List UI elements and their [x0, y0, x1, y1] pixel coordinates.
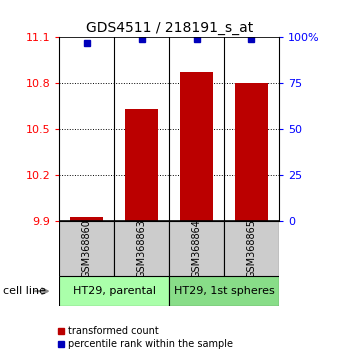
Text: GSM368865: GSM368865 — [246, 219, 256, 278]
Bar — [235, 83, 268, 221]
Title: GDS4511 / 218191_s_at: GDS4511 / 218191_s_at — [86, 21, 253, 35]
Bar — [180, 73, 213, 221]
Bar — [125, 109, 158, 221]
Bar — [169, 276, 279, 306]
Text: GSM368864: GSM368864 — [191, 219, 202, 278]
Text: HT29, parental: HT29, parental — [73, 286, 156, 296]
Bar — [114, 221, 169, 276]
Legend: transformed count, percentile rank within the sample: transformed count, percentile rank withi… — [57, 326, 233, 349]
Text: GSM368863: GSM368863 — [137, 219, 147, 278]
Text: HT29, 1st spheres: HT29, 1st spheres — [174, 286, 274, 296]
Bar — [224, 221, 279, 276]
Bar — [59, 221, 114, 276]
Bar — [59, 276, 169, 306]
Bar — [70, 217, 103, 221]
Text: GSM368860: GSM368860 — [82, 219, 92, 278]
Text: cell line: cell line — [3, 286, 46, 296]
Bar — [169, 221, 224, 276]
